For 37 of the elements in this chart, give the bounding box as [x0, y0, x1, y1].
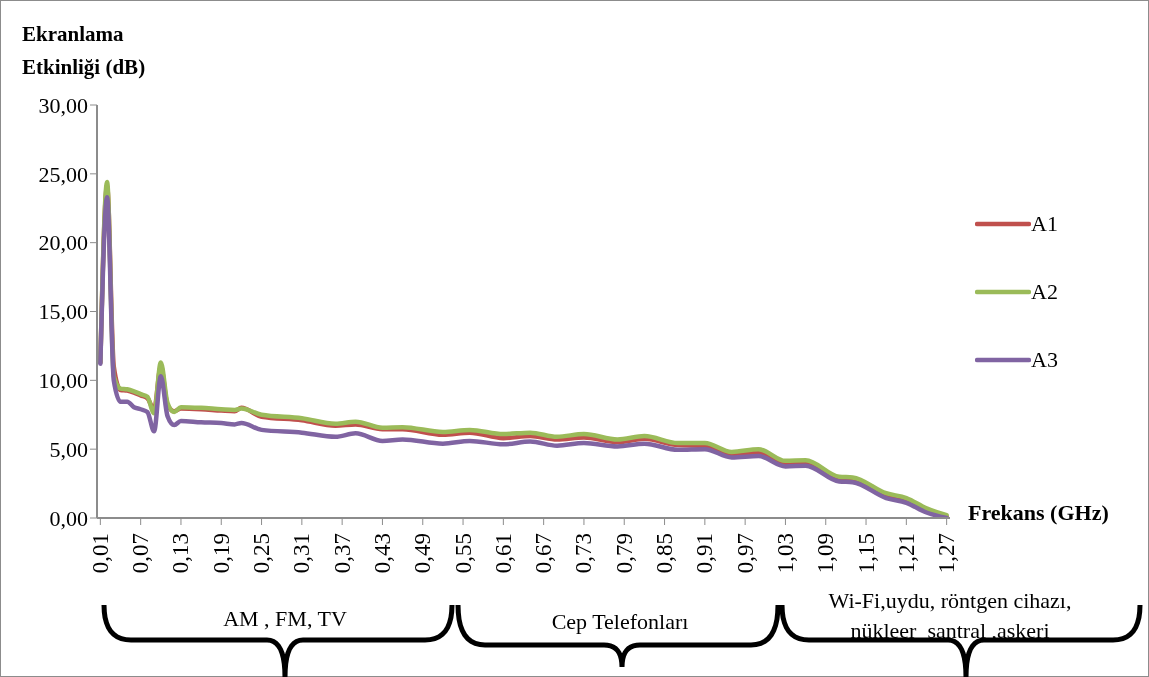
text: Wi-Fi,uydu, röntgen cihazı, nükleer santral ,askeri [827, 587, 1073, 645]
text: Cep Telefonları [550, 608, 690, 636]
x-axis-title: Frekans (GHz) [968, 500, 1109, 526]
y-tick-label: 15,00 [38, 299, 88, 325]
y-tick-label: 20,00 [38, 230, 88, 256]
x-tick-label: 0,85 [652, 533, 678, 574]
x-tick-label: 1,21 [893, 533, 919, 574]
y-tick-label: 0,00 [49, 505, 88, 531]
legend-label: A2 [1031, 279, 1058, 305]
x-tick-label: 0,13 [168, 533, 194, 574]
x-tick-label: 0,49 [410, 533, 436, 574]
legend-label: A3 [1031, 347, 1058, 373]
x-tick-label: 0,43 [369, 533, 395, 574]
x-tick-label: 1,09 [813, 533, 839, 574]
x-tick-label: 0,73 [571, 533, 597, 574]
x-tick-label: 0,25 [249, 533, 275, 574]
x-tick-label: 0,01 [87, 533, 113, 574]
x-tick-label: 0,19 [208, 533, 234, 574]
y-tick-label: 10,00 [38, 368, 88, 394]
x-tick-label: 0,61 [490, 533, 516, 574]
x-tick-label: 0,97 [732, 533, 758, 574]
y-tick-label: 25,00 [38, 161, 88, 187]
x-tick-label: 1,27 [934, 533, 960, 574]
x-tick-label: 0,37 [329, 533, 355, 574]
x-tick-label: 0,91 [692, 533, 718, 574]
y-tick-label: 30,00 [38, 92, 88, 118]
legend-label: A1 [1031, 211, 1058, 237]
y-axis-title: Ekranlama Etkinliği (dB) [22, 21, 147, 81]
x-tick-label: 1,03 [772, 533, 798, 574]
text: AM , FM, TV [222, 605, 348, 633]
x-tick-label: 0,79 [611, 533, 637, 574]
y-tick-label: 5,00 [49, 436, 88, 462]
x-tick-label: 0,67 [531, 533, 557, 574]
x-tick-label: 0,31 [289, 533, 315, 574]
x-tick-label: 0,55 [450, 533, 476, 574]
x-tick-label: 1,15 [853, 533, 879, 574]
x-tick-label: 0,07 [128, 533, 154, 574]
